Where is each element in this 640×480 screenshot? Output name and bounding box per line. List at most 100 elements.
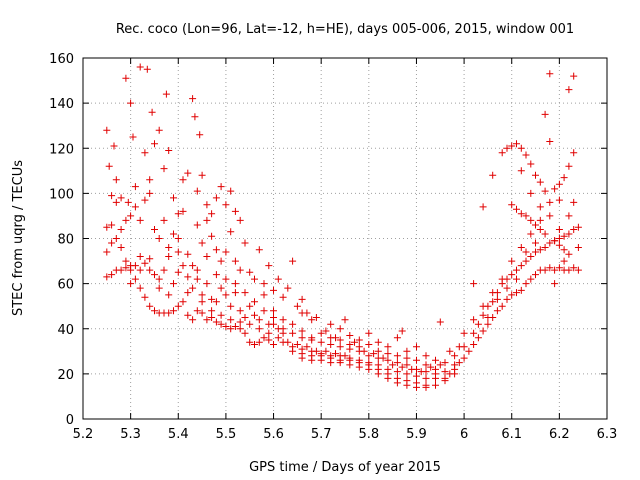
- x-tick-label: 6.3: [597, 427, 618, 442]
- data-point: [403, 354, 411, 362]
- data-point: [560, 232, 568, 240]
- data-point: [208, 210, 216, 218]
- data-point: [208, 232, 216, 240]
- data-point: [513, 266, 520, 274]
- data-point: [541, 187, 549, 195]
- data-point: [155, 284, 163, 292]
- data-point: [146, 302, 154, 310]
- data-point: [393, 359, 401, 367]
- data-point: [217, 311, 225, 319]
- data-point: [146, 176, 154, 184]
- data-point: [312, 314, 320, 321]
- data-point: [165, 291, 173, 299]
- data-point: [103, 126, 111, 134]
- data-point: [474, 334, 482, 342]
- data-point: [122, 216, 130, 224]
- data-point: [222, 201, 230, 209]
- data-point: [341, 316, 349, 324]
- y-tick-label: 60: [57, 278, 74, 293]
- data-point: [151, 271, 158, 279]
- data-point: [527, 230, 535, 238]
- data-point: [136, 216, 144, 224]
- data-point: [131, 183, 139, 191]
- data-point: [384, 374, 392, 382]
- x-tick-label: 5.3: [120, 427, 141, 442]
- data-point: [136, 63, 144, 71]
- data-point: [413, 372, 420, 380]
- data-point: [346, 332, 354, 339]
- data-point: [189, 262, 197, 270]
- data-point: [574, 244, 582, 251]
- data-point: [503, 284, 511, 292]
- data-point: [513, 205, 520, 213]
- data-point: [241, 239, 249, 247]
- x-tick-label: 6.2: [549, 427, 570, 442]
- data-point: [241, 329, 249, 337]
- data-point: [479, 203, 487, 211]
- data-point: [198, 239, 206, 247]
- axis-ticks: 5.2 5.3 5.4 5.5 5.6 5.7 5.8 5.9 6 6.1 6.2 6.3 0 20 40 6…: [49, 52, 617, 442]
- data-point: [112, 176, 120, 184]
- x-tick-label: 5.9: [406, 427, 427, 442]
- data-point: [298, 309, 306, 317]
- data-point: [241, 289, 249, 297]
- data-point: [484, 320, 492, 328]
- data-point: [184, 311, 192, 319]
- x-tick-label: 6.1: [501, 427, 522, 442]
- data-point: [165, 147, 173, 154]
- data-point: [236, 266, 244, 274]
- data-point: [279, 316, 287, 324]
- data-point: [513, 289, 520, 297]
- data-point: [127, 262, 135, 270]
- data-point: [517, 210, 525, 218]
- data-point: [551, 185, 559, 193]
- data-point: [236, 216, 244, 224]
- data-point: [112, 198, 120, 206]
- data-point: [255, 316, 263, 324]
- data-point: [198, 309, 206, 317]
- data-point: [203, 280, 211, 288]
- data-point: [555, 226, 563, 233]
- data-point: [165, 244, 173, 251]
- data-point: [260, 307, 268, 315]
- data-point: [527, 160, 535, 168]
- data-point: [179, 262, 187, 270]
- data-point: [517, 144, 525, 152]
- data-point: [513, 140, 520, 148]
- data-point: [260, 334, 268, 342]
- data-point: [265, 336, 273, 344]
- data-point: [327, 341, 335, 348]
- data-point: [546, 239, 554, 247]
- data-point: [236, 307, 244, 315]
- data-point: [129, 133, 137, 141]
- data-point: [560, 257, 568, 265]
- data-point: [191, 113, 199, 121]
- data-point: [108, 271, 116, 279]
- data-point: [227, 228, 235, 236]
- data-point: [231, 289, 239, 297]
- data-point: [422, 352, 430, 360]
- data-point: [555, 180, 563, 188]
- data-point: [560, 246, 568, 254]
- data-point: [246, 268, 254, 276]
- data-point: [212, 246, 220, 254]
- data-point: [103, 273, 111, 281]
- data-point: [498, 149, 506, 157]
- data-point: [198, 291, 206, 299]
- data-point: [217, 284, 225, 292]
- data-point: [155, 275, 163, 283]
- data-point: [174, 248, 182, 256]
- data-point: [298, 354, 306, 362]
- x-tick-label: 5.7: [311, 427, 332, 442]
- data-point: [532, 239, 539, 247]
- data-point: [365, 329, 373, 337]
- data-point: [546, 138, 554, 145]
- data-point: [351, 338, 358, 346]
- data-point: [408, 365, 416, 373]
- x-axis-title: GPS time / Days of year 2015: [249, 460, 441, 475]
- data-point: [460, 329, 468, 337]
- data-point: [198, 171, 206, 179]
- data-point: [522, 257, 530, 265]
- data-point: [441, 374, 449, 382]
